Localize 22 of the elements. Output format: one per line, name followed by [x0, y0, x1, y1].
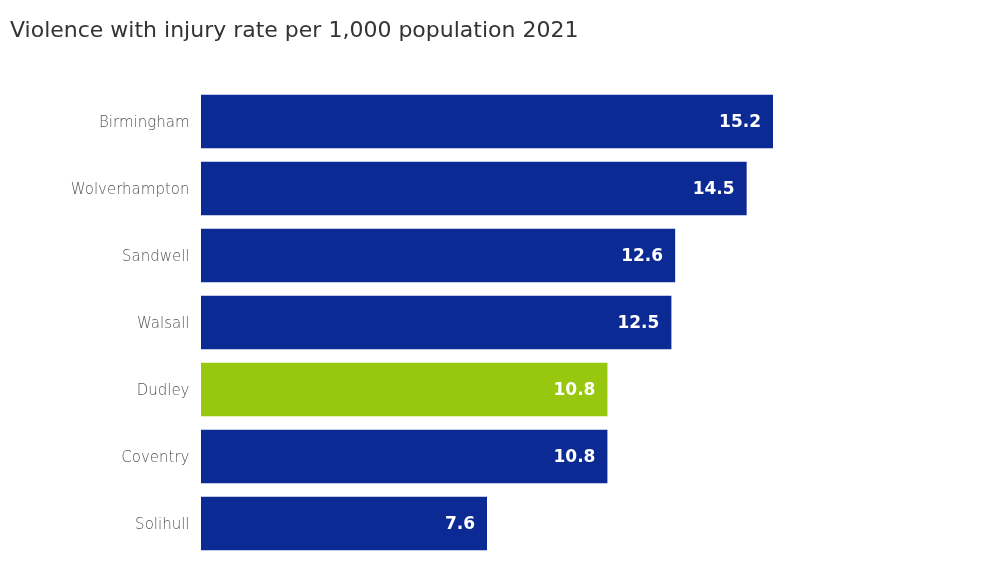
y-tick-label: Dudley [136, 380, 190, 399]
data-label: 10.8 [553, 378, 596, 399]
bar [201, 496, 487, 551]
y-tick-label: Birmingham [99, 112, 190, 131]
data-label: 7.6 [444, 512, 475, 533]
data-label: 15.2 [719, 110, 761, 131]
y-tick-label: Wolverhampton [70, 179, 190, 198]
bar [201, 228, 676, 283]
chart-title: Violence with injury rate per 1,000 population 2021 [10, 17, 579, 42]
bar [201, 161, 747, 216]
bar [201, 362, 608, 417]
data-label: 10.8 [553, 445, 596, 466]
y-tick-label: Coventry [121, 447, 190, 466]
bar [201, 295, 672, 350]
y-tick-label: Solihull [135, 514, 190, 533]
y-tick-label: Sandwell [121, 246, 190, 265]
data-label: 12.5 [617, 311, 660, 332]
data-label: 14.5 [692, 177, 735, 198]
data-label: 12.6 [621, 244, 664, 265]
bar [201, 94, 773, 149]
y-tick-label: Walsall [136, 313, 190, 332]
bar [201, 429, 608, 484]
